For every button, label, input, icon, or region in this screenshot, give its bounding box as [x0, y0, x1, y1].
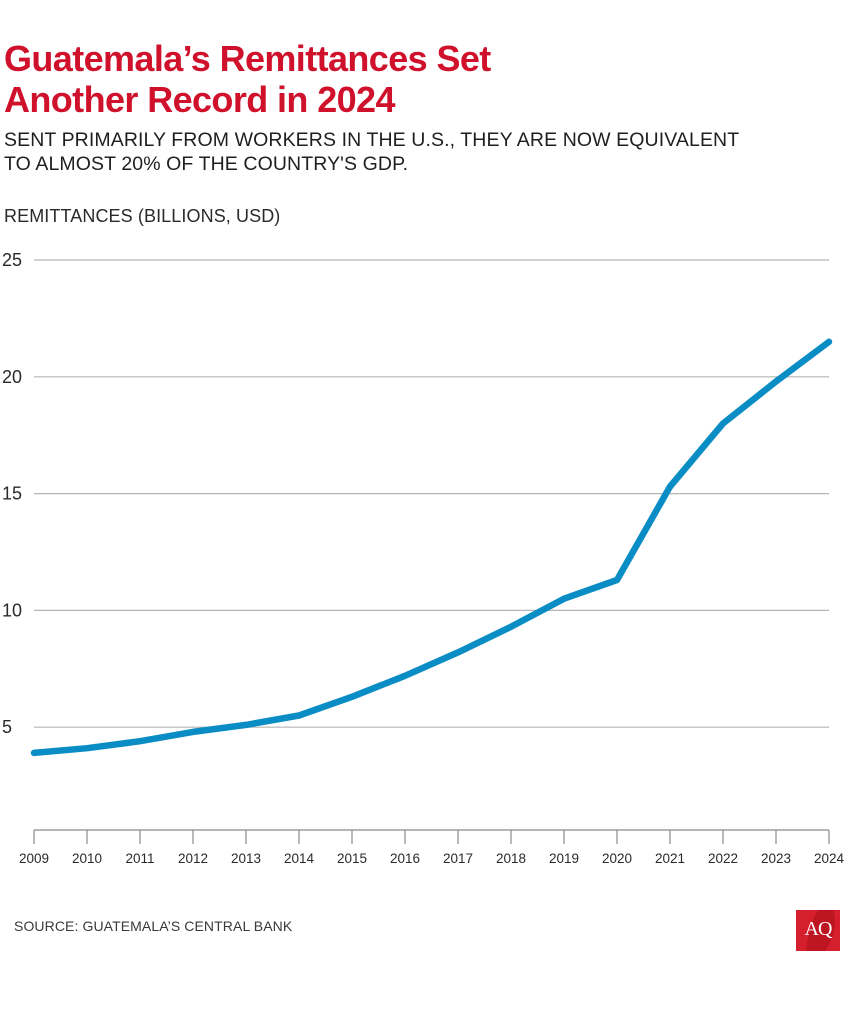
x-tick-label: 2012	[178, 851, 208, 866]
x-tick-label: 2011	[125, 851, 154, 866]
x-tick-label: 2014	[284, 851, 315, 866]
x-tick-label: 2021	[655, 851, 685, 866]
x-tick-label: 2023	[761, 851, 791, 866]
source-note: SOURCE: GUATEMALA’S CENTRAL BANK	[14, 918, 293, 934]
y-tick-label: 20	[2, 367, 22, 387]
x-tick-label: 2010	[72, 851, 102, 866]
chart-title: Guatemala’s Remittances Set Another Reco…	[4, 38, 491, 120]
chart-subtitle: SENT PRIMARILY FROM WORKERS IN THE U.S.,…	[4, 128, 739, 176]
chart-title-line-2: Another Record in 2024	[4, 79, 396, 120]
series-layer	[30, 338, 833, 757]
gridlines	[34, 259, 829, 728]
chart-subtitle-line-1: SENT PRIMARILY FROM WORKERS IN THE U.S.,…	[4, 129, 740, 151]
y-tick-label: 10	[2, 600, 22, 620]
x-tick-label: 2009	[19, 851, 49, 866]
x-tick-label: 2015	[337, 851, 367, 866]
chart-subtitle-line-2: TO ALMOST 20% OF THE COUNTRY'S GDP.	[4, 153, 409, 175]
x-tick-label: 2019	[549, 851, 579, 866]
chart-title-line-1: Guatemala’s Remittances Set	[4, 38, 491, 79]
y-axis-label: REMITTANCES (BILLIONS, USD)	[4, 206, 281, 226]
y-tick-label: 15	[2, 484, 22, 504]
x-tick-label: 2022	[708, 851, 738, 866]
y-tick-label: 5	[2, 717, 12, 737]
x-axis: 2009 2010 2011 2012 2013 2014 2015 2016 2017 2018…	[19, 829, 845, 866]
x-tick-label: 2020	[602, 851, 632, 866]
aq-logo: AQ	[796, 910, 840, 951]
y-tick-label: 25	[2, 250, 22, 270]
logo-text: AQ	[804, 918, 833, 940]
x-tick-label: 2024	[814, 851, 845, 866]
y-axis-ticks: 5 10 15 20 25	[2, 250, 22, 737]
x-tick-label: 2013	[231, 851, 261, 866]
series-line-remittances	[30, 338, 833, 757]
x-tick-label: 2018	[496, 851, 526, 866]
x-tick-label: 2016	[390, 851, 420, 866]
x-tick-label: 2017	[443, 851, 473, 866]
